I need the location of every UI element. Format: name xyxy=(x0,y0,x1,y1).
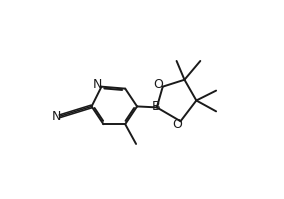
Text: N: N xyxy=(93,78,102,91)
Text: B: B xyxy=(152,100,161,113)
Text: O: O xyxy=(153,78,163,91)
Text: N: N xyxy=(51,110,61,123)
Text: O: O xyxy=(172,118,182,131)
